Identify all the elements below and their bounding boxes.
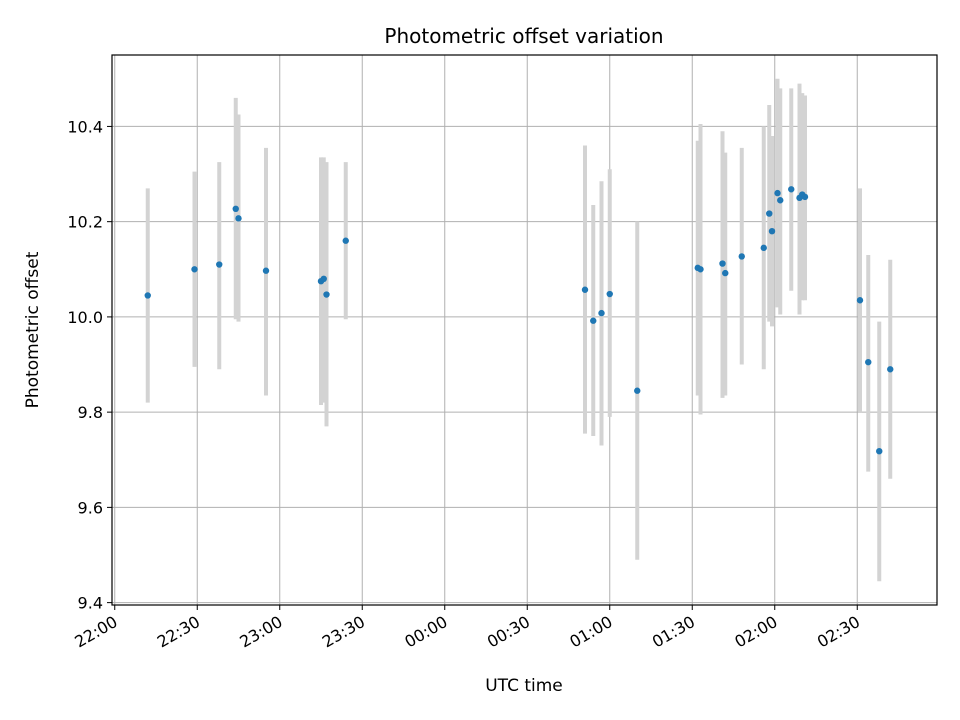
data-point [323,291,330,298]
data-point [697,266,704,273]
data-point [760,244,767,252]
data-points [144,186,894,455]
grid [112,55,937,605]
data-point [856,297,864,304]
data-point [144,292,151,299]
y-tick-label: 10.4 [67,117,103,136]
y-axis-title: Photometric offset [23,251,43,408]
data-point [801,193,809,201]
data-point [581,286,589,293]
data-point [216,261,223,268]
data-point [887,366,894,373]
data-point [634,387,641,394]
data-point [876,447,883,455]
data-point [768,227,776,235]
data-point [722,269,729,277]
y-tick-label: 9.4 [78,594,103,613]
data-point [191,266,198,273]
y-tick-label: 9.6 [78,498,103,517]
y-tick-label: 10.2 [67,213,103,232]
data-point [606,290,613,298]
data-point [342,237,349,244]
data-point [232,205,239,213]
data-point [777,197,784,204]
data-point [865,358,872,366]
data-point [262,267,270,274]
chart-title: Photometric offset variation [384,24,663,48]
data-point [774,189,781,197]
data-point [590,317,597,324]
x-axis-title: UTC time [485,676,563,696]
y-tick-label: 9.8 [78,403,103,422]
data-point [719,260,726,267]
data-point [738,253,745,260]
data-point [235,215,242,222]
y-tick-label: 10.0 [67,308,103,327]
data-point [320,275,327,283]
plot-frame [111,54,938,606]
data-point [766,210,773,217]
data-point [788,186,795,193]
data-point [598,309,605,317]
y-axis: 9.4 9.6 9.8 10.0 10.2 10.4 [67,117,112,613]
